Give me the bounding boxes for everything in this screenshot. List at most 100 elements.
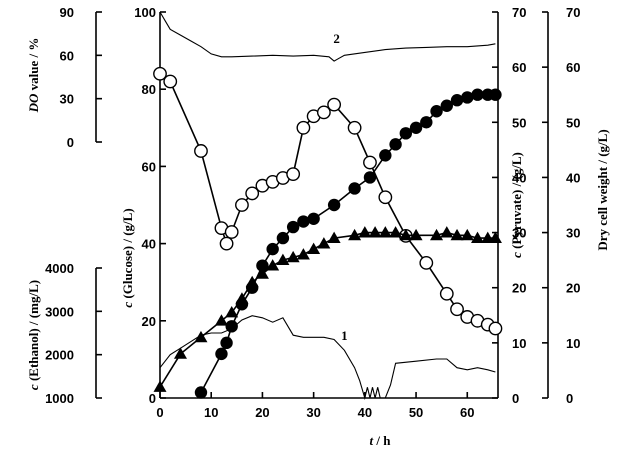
glucose-point: [219, 236, 234, 251]
dcw-point: [255, 267, 269, 279]
dcw-point: [488, 231, 502, 243]
dcw-tick-label: 0: [566, 391, 573, 406]
glucose-point: [347, 120, 362, 135]
ethanol-series-line: [159, 315, 496, 401]
pyruvate-point: [430, 105, 443, 118]
pyruvate-point: [399, 127, 413, 140]
curve-annotation: 2: [333, 31, 340, 46]
dcw-tick-label: 30: [566, 226, 580, 241]
dcw-tick-label: 40: [566, 170, 580, 185]
dcw-point: [214, 314, 228, 326]
pyruvate-point: [379, 149, 392, 162]
glucose-tick-label: 0: [149, 391, 156, 406]
dcw-point: [235, 292, 249, 304]
x-tick-label: 0: [156, 405, 163, 420]
dcw-tick-label: 50: [566, 115, 580, 130]
pyruvate-point: [215, 347, 228, 361]
pyruvate-point: [471, 88, 484, 101]
dcw-point: [245, 275, 259, 288]
ethanol-axis-label: c (Ethanol) / (mg/L): [26, 280, 41, 390]
x-tick-label: 10: [204, 405, 218, 420]
dcw-tick-label: 70: [566, 5, 580, 20]
dcw-point: [307, 242, 321, 254]
pyruvate-point: [389, 138, 402, 151]
dcw-point: [440, 226, 454, 238]
glucose-point: [153, 66, 167, 81]
ethanol-tick-label: 2000: [45, 348, 74, 363]
dcw-point: [389, 226, 403, 238]
x-tick-label: 20: [255, 405, 269, 420]
x-tick-label: 30: [306, 405, 320, 420]
glucose-tick-label: 60: [142, 159, 156, 174]
dcw-point: [460, 228, 474, 241]
dcw-point: [194, 330, 208, 343]
x-tick-label: 40: [358, 405, 372, 420]
dcw-point: [266, 259, 280, 271]
dcw-point: [173, 347, 187, 359]
ethanol-tick-label: 3000: [45, 304, 74, 319]
pyruvate-point: [461, 91, 474, 104]
dcw-point: [348, 228, 362, 241]
glucose-tick-label: 20: [142, 314, 156, 329]
dcw-point: [276, 253, 290, 266]
pyruvate-tick-label: 0: [512, 391, 519, 406]
dcw-point: [317, 237, 331, 249]
glucose-point: [439, 286, 454, 301]
glucose-point: [327, 97, 342, 112]
do-tick-label: 30: [60, 92, 74, 107]
do-series-line: [159, 11, 496, 62]
glucose-point: [163, 74, 178, 89]
dcw-tick-label: 60: [566, 60, 580, 75]
dcw-point: [399, 228, 413, 241]
do-axis-label: DO value / %: [26, 38, 41, 114]
pyruvate-point: [297, 215, 310, 228]
glucose-point: [245, 186, 260, 201]
pyruvate-point: [450, 94, 464, 107]
glucose-point: [235, 198, 249, 212]
pyruvate-point: [489, 88, 502, 101]
ethanol-tick-label: 1000: [45, 391, 74, 406]
curve-annotation: 1: [341, 328, 348, 343]
pyruvate-point: [440, 99, 453, 112]
pyruvate-point: [327, 198, 341, 212]
pyruvate-tick-label: 30: [512, 226, 526, 241]
dcw-point: [409, 228, 423, 241]
glucose-tick-label: 80: [142, 82, 156, 97]
glucose-point: [296, 120, 311, 135]
dcw-point: [368, 226, 382, 238]
dcw-point: [153, 380, 167, 392]
dcw-tick-label: 20: [566, 281, 580, 296]
dcw-point: [378, 226, 392, 238]
do-tick-label: 0: [67, 135, 74, 150]
do-tick-label: 90: [60, 5, 74, 20]
x-axis-label: t / h: [370, 433, 392, 448]
glucose-point: [419, 255, 434, 270]
pyruvate-tick-label: 10: [512, 336, 526, 351]
glucose-axis-label: c (Glucose) / (g/L): [120, 208, 135, 307]
glucose-point: [488, 321, 503, 336]
pyruvate-point: [363, 171, 377, 184]
glucose-point: [224, 225, 239, 239]
dcw-point: [296, 248, 310, 260]
pyruvate-point: [276, 231, 290, 245]
glucose-point: [378, 190, 393, 205]
pyruvate-tick-label: 50: [512, 115, 526, 130]
pyruvate-point: [194, 386, 208, 399]
dcw-point: [286, 250, 300, 263]
dcw-axis-label: Dry cell weight / (g/L): [595, 129, 610, 250]
pyruvate-point: [348, 182, 361, 195]
dcw-point: [430, 228, 444, 241]
glucose-point: [194, 144, 208, 158]
x-tick-label: 60: [460, 405, 474, 420]
pyruvate-tick-label: 70: [512, 5, 526, 20]
glucose-point: [363, 155, 377, 170]
do-tick-label: 60: [60, 48, 74, 63]
pyruvate-series-line: [200, 93, 496, 393]
ethanol-tick-label: 4000: [45, 261, 74, 276]
dcw-point: [471, 231, 485, 243]
pyruvate-point: [266, 242, 279, 256]
pyruvate-point: [409, 121, 423, 134]
glucose-point: [286, 167, 301, 182]
